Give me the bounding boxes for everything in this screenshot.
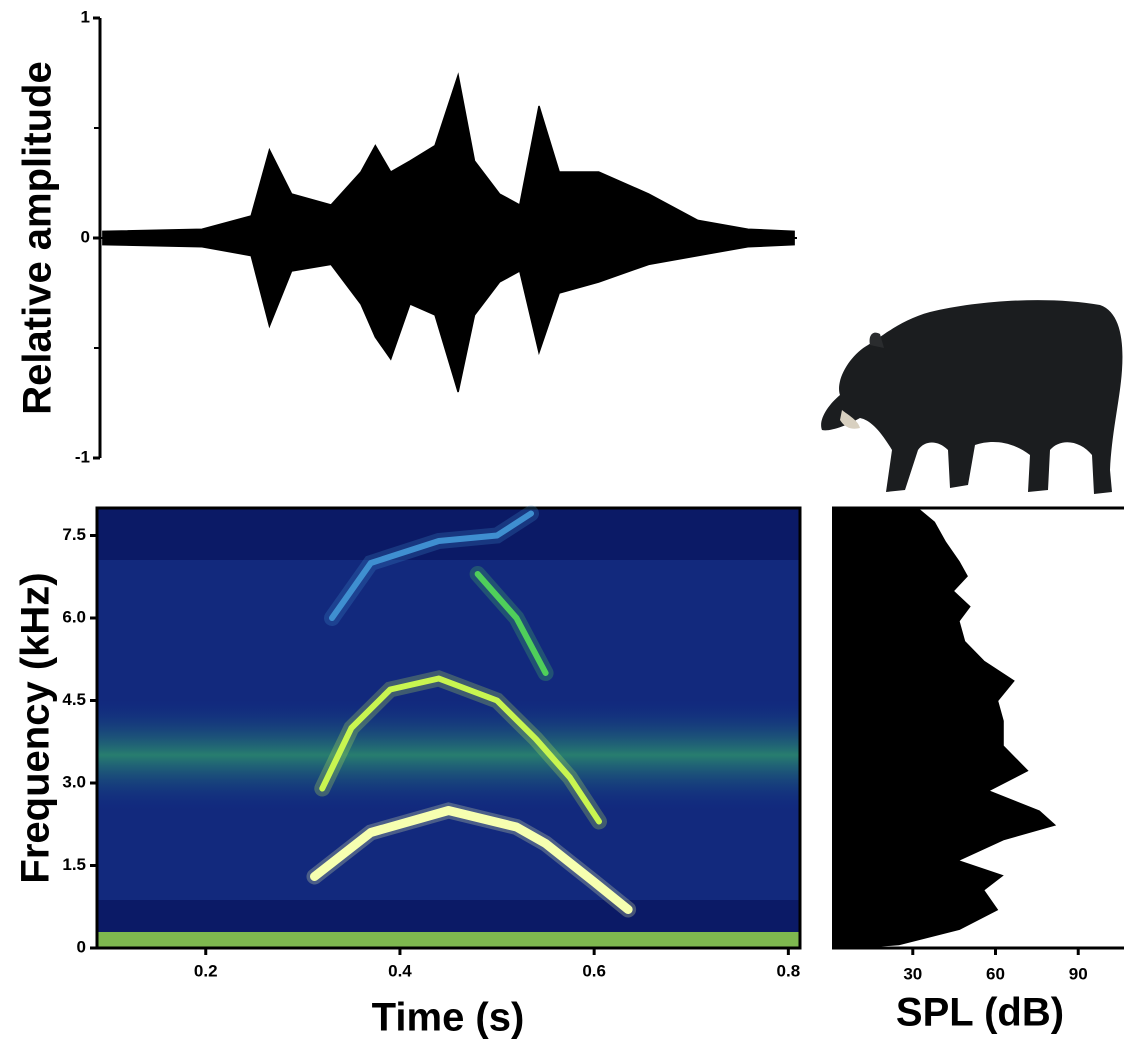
x-tick-label: 0.2 [194,961,218,980]
spectrum-area [832,508,1057,948]
y-axis-label: Frequency (kHz) [14,572,58,883]
harmonic-trace [319,675,603,825]
x-tick-label: 30 [903,964,922,983]
x-tick-label: 0.8 [777,961,801,980]
y-tick-label: 4.5 [62,690,86,709]
y-tick-label: 0 [81,227,90,246]
x-tick-label: 0.4 [388,961,412,980]
y-tick-label: 3.0 [62,772,86,791]
spectrogram-floor [97,932,800,948]
y-tick-label: 0 [77,937,86,956]
y-tick-label: -1 [75,447,90,466]
x-axis-label: Time (s) [372,996,525,1040]
x-tick-label: 90 [1069,964,1088,983]
spectrogram-band [97,700,800,810]
waveform-envelope [102,72,795,239]
tapir-illustration [821,300,1123,494]
y-axis-label: Relative amplitude [16,61,60,414]
x-tick-label: 60 [986,964,1005,983]
y-tick-label: 1.5 [62,855,86,874]
harmonic-trace [328,510,535,621]
x-axis-label: SPL (dB) [896,991,1064,1035]
harmonic-trace [310,806,633,914]
y-tick-label: 6.0 [62,607,86,626]
y-tick-label: 1 [81,7,90,26]
x-tick-label: 0.6 [582,961,606,980]
waveform-envelope [102,237,795,393]
spectrogram-frame [95,506,802,950]
harmonic-trace [474,571,549,676]
y-tick-label: 7.5 [62,525,86,544]
